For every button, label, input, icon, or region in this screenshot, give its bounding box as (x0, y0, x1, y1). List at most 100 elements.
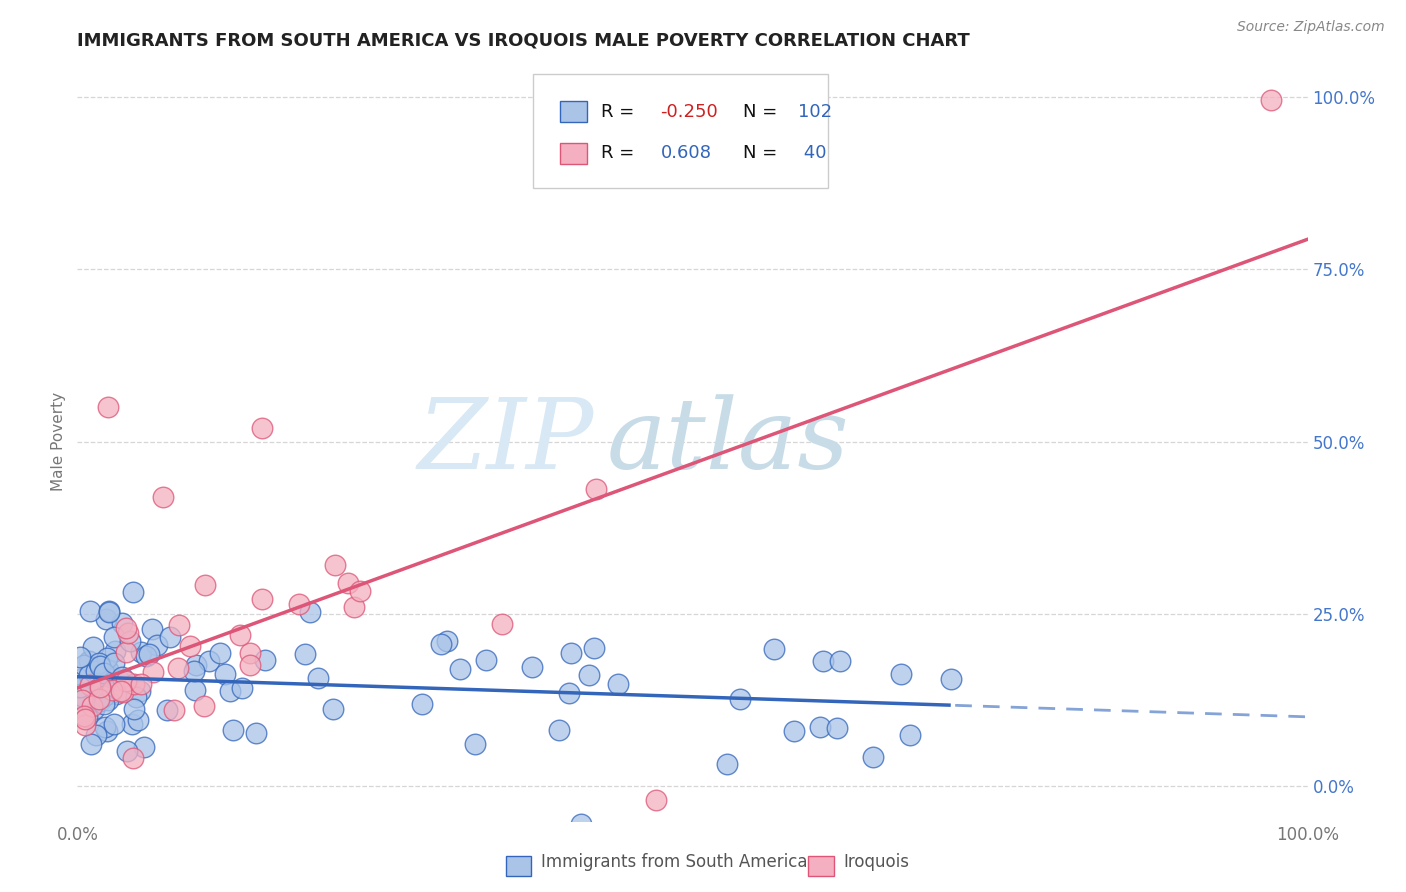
Point (103, 656, 125, 670)
Point (101, 683, 124, 698)
Point (73, 709, 96, 723)
Text: Source: ZipAtlas.com: Source: ZipAtlas.com (1237, 20, 1385, 34)
Point (115, 645, 138, 659)
Point (288, 597, 311, 611)
Point (79, 678, 101, 692)
Point (138, 647, 160, 661)
Point (179, 639, 201, 653)
Point (808, 721, 831, 735)
Point (110, 683, 132, 698)
Point (560, 646, 582, 660)
Point (93, 690, 115, 704)
Point (349, 584, 371, 599)
Point (118, 633, 141, 648)
Point (825, 721, 848, 735)
Point (307, 671, 329, 685)
Point (93, 666, 115, 681)
Point (135, 649, 157, 664)
Point (90, 682, 112, 697)
Text: 40: 40 (799, 145, 827, 162)
Point (73, 712, 96, 726)
Point (100, 672, 122, 686)
Point (127, 713, 149, 727)
Point (115, 673, 138, 688)
Point (342, 600, 364, 615)
Point (104, 644, 127, 658)
Point (89, 694, 111, 708)
Point (578, 667, 600, 681)
Point (411, 697, 433, 711)
Point (209, 647, 232, 661)
Point (69, 687, 91, 701)
Point (219, 683, 242, 698)
Point (159, 630, 181, 644)
Point (110, 669, 132, 683)
Point (96, 724, 118, 739)
Point (152, 490, 174, 504)
Point (239, 657, 262, 672)
Point (77, 654, 100, 668)
Point (89, 658, 111, 673)
Point (70, 689, 93, 703)
Text: N =: N = (742, 103, 783, 120)
Point (79, 737, 101, 751)
Point (93, 720, 115, 734)
Text: 0.608: 0.608 (661, 145, 711, 162)
Point (83, 702, 105, 716)
Point (811, 654, 834, 668)
Point (183, 664, 205, 678)
Text: ZIP: ZIP (418, 394, 595, 489)
Point (250, 421, 273, 435)
Point (115, 621, 138, 635)
Point (162, 703, 184, 717)
Point (193, 698, 215, 713)
Point (252, 592, 274, 607)
Point (108, 673, 131, 687)
Point (79, 604, 101, 618)
Point (76, 710, 98, 724)
Point (105, 687, 128, 701)
Point (146, 638, 169, 652)
FancyBboxPatch shape (560, 143, 586, 164)
Point (87, 692, 110, 706)
Point (167, 618, 190, 632)
Point (830, 654, 852, 668)
Point (520, 659, 543, 673)
Point (475, 652, 498, 666)
Point (557, 686, 579, 700)
Point (1260, 94, 1282, 108)
FancyBboxPatch shape (533, 74, 828, 187)
Text: atlas: atlas (606, 394, 849, 489)
Point (222, 723, 245, 738)
Point (607, 677, 630, 691)
Point (70, 672, 93, 686)
Point (245, 726, 267, 740)
Point (97, 400, 120, 414)
Point (82, 695, 104, 709)
Point (129, 677, 152, 691)
Point (117, 625, 139, 640)
Point (103, 717, 125, 731)
Point (728, 692, 751, 706)
Point (141, 622, 163, 636)
Point (97, 663, 120, 677)
Point (166, 661, 188, 675)
Point (184, 658, 207, 673)
Point (69, 680, 91, 694)
Point (87, 656, 110, 670)
Text: Iroquois: Iroquois (844, 853, 910, 871)
Point (89, 680, 111, 694)
Point (121, 751, 143, 765)
Point (100, 686, 122, 700)
Text: R =: R = (602, 103, 640, 120)
Point (322, 702, 344, 716)
Point (129, 645, 152, 659)
Point (890, 666, 912, 681)
Point (436, 633, 458, 648)
Text: Immigrants from South America: Immigrants from South America (541, 853, 808, 871)
Point (77, 668, 100, 682)
Text: 102: 102 (799, 103, 832, 120)
Point (70, 681, 93, 695)
Point (103, 630, 125, 644)
Point (214, 667, 236, 681)
